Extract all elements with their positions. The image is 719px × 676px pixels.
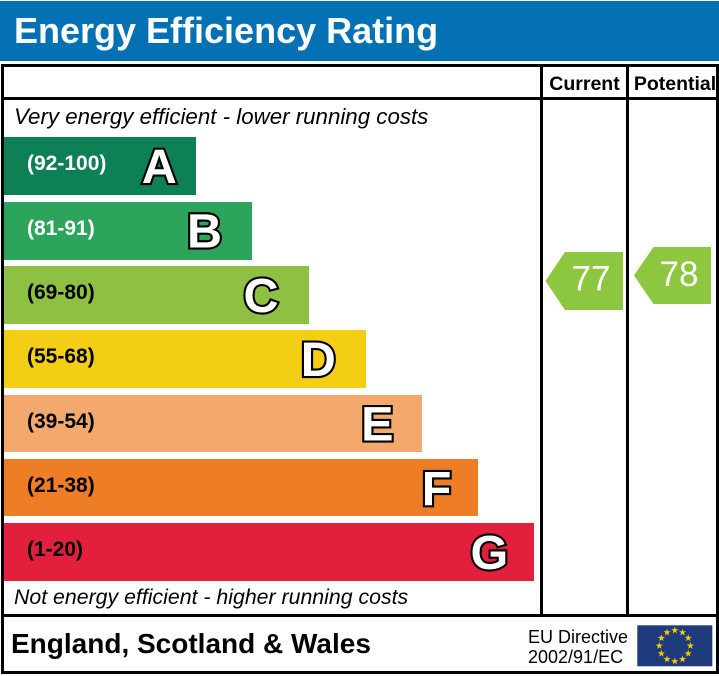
svg-text:D: D	[301, 333, 336, 387]
svg-text:C: C	[243, 269, 278, 323]
svg-text:E: E	[361, 398, 393, 452]
svg-text:B: B	[187, 205, 222, 259]
svg-text:77: 77	[572, 260, 611, 299]
svg-text:F: F	[422, 462, 452, 516]
svg-text:G: G	[471, 526, 509, 580]
svg-text:A: A	[142, 140, 177, 194]
svg-text:78: 78	[660, 255, 699, 294]
